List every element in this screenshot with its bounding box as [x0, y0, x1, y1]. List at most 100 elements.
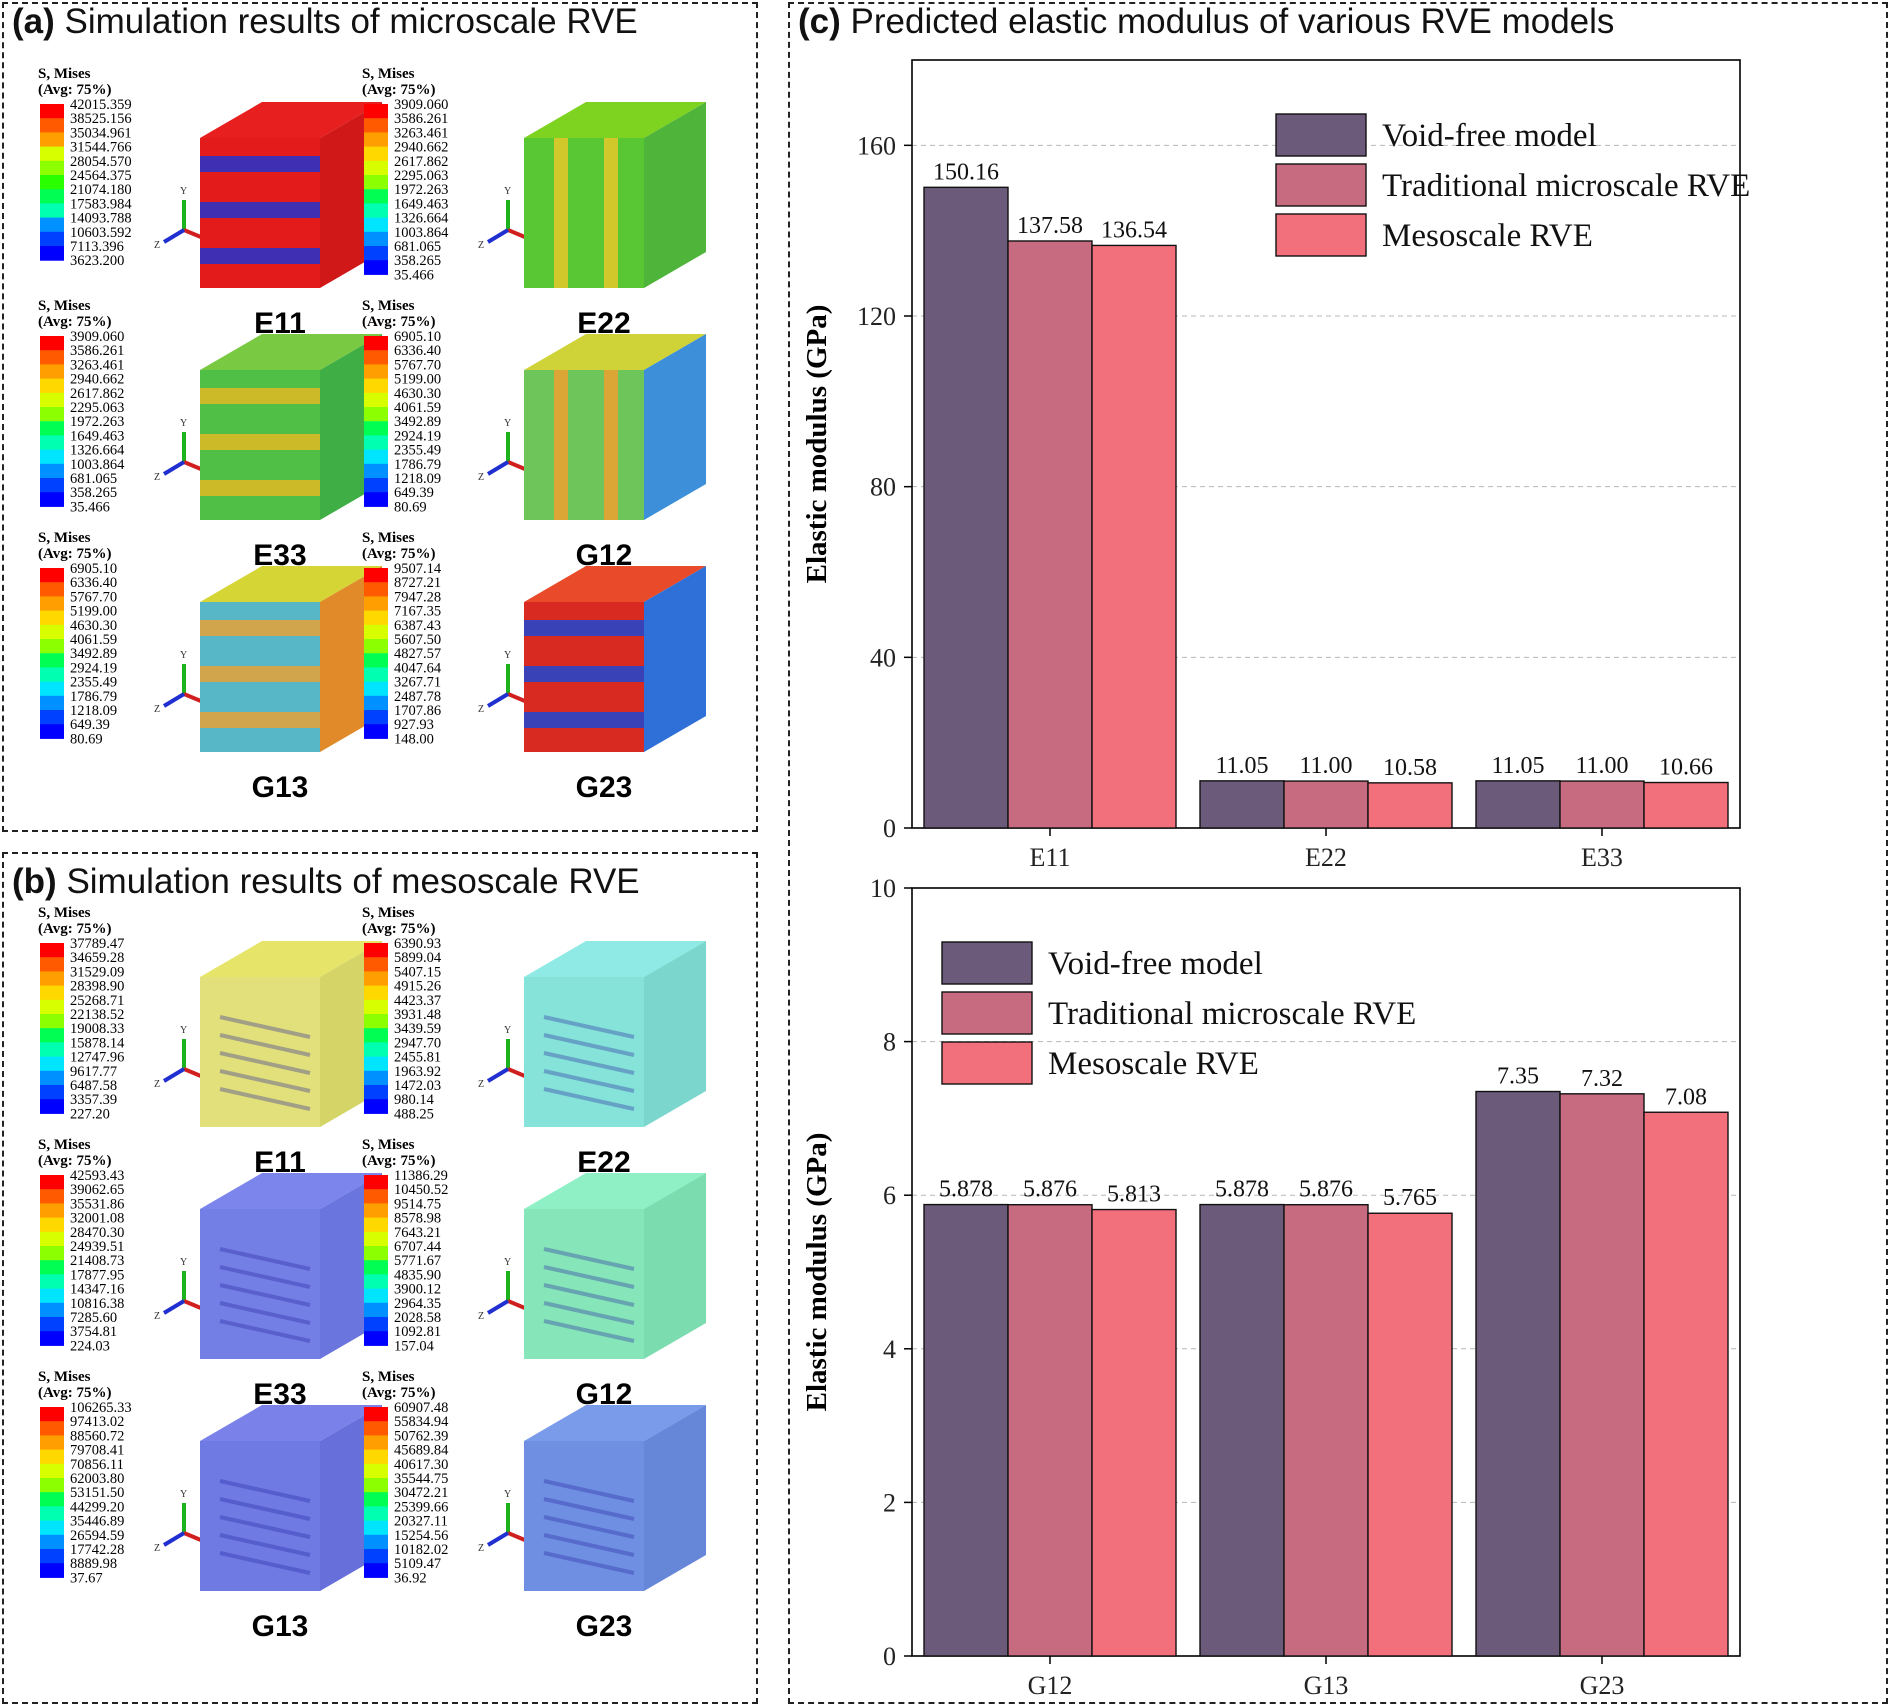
rve-cube-render: [524, 102, 706, 288]
legend-swatch: [364, 1056, 388, 1072]
bar: [1475, 780, 1561, 829]
legend-value: 1963.92: [394, 1064, 441, 1080]
legend-swatch: [364, 1421, 388, 1436]
contour-legend: 60907.4855834.9450762.3945689.8440617.30…: [364, 1400, 449, 1586]
legend-value: 1972.263: [394, 182, 448, 198]
legend-value: 2617.862: [70, 386, 124, 402]
legend-swatch: [364, 421, 388, 436]
legend-swatch: [364, 596, 388, 612]
legend-swatch: [40, 1231, 64, 1247]
legend-value: 106265.33: [70, 1400, 132, 1416]
legend-value: 2295.063: [70, 400, 124, 416]
svg-text:Y: Y: [504, 186, 511, 197]
legend-swatch: [364, 350, 388, 365]
legend-swatch: [40, 1435, 64, 1451]
legend-value: 7113.396: [70, 239, 124, 255]
legend-swatch: [40, 1203, 64, 1219]
meso-cell-g23: S, Mises(Avg: 75%)60907.4855834.9450762.…: [362, 1369, 706, 1643]
legend-swatch: [364, 1563, 388, 1578]
rve-cube-render: [524, 334, 706, 520]
legend-swatch: [40, 364, 64, 380]
legend-swatch: [364, 231, 388, 247]
case-label: G23: [576, 1610, 633, 1643]
legend-swatch: [40, 1520, 64, 1536]
contour-legend: 9507.148727.217947.287167.356387.435607.…: [364, 561, 442, 747]
legend-swatch: [1275, 213, 1367, 257]
legend-title: S, Mises: [362, 66, 415, 82]
svg-text:Z: Z: [478, 1311, 484, 1322]
legend-title: S, Mises: [362, 1369, 415, 1385]
legend-value: 649.39: [70, 717, 110, 733]
y-tick-label: 4: [883, 1335, 896, 1364]
legend-value: 3909.060: [394, 97, 448, 113]
legend-value: 20327.11: [394, 1514, 448, 1530]
legend-swatch: [364, 1175, 388, 1190]
bar-value-label: 7.35: [1497, 1064, 1539, 1090]
legend-swatch: [40, 407, 64, 422]
legend-value: 35034.961: [70, 125, 132, 141]
legend-swatch: [40, 710, 64, 725]
bar: [1283, 780, 1369, 829]
legend-value: 3263.461: [70, 357, 124, 373]
legend-swatch: [364, 1246, 388, 1261]
legend-swatch: [364, 378, 388, 394]
bar-value-label: 5.878: [939, 1177, 993, 1203]
bar-value-label: 137.58: [1017, 213, 1083, 239]
legend-label: Traditional microscale RVE: [1048, 996, 1416, 1032]
legend-value: 1707.86: [394, 703, 441, 719]
panel-a-title-text: Simulation results of microscale RVE: [64, 2, 638, 41]
legend-label: Void-free model: [1382, 118, 1597, 154]
panel-a-title: (a) Simulation results of microscale RVE: [12, 2, 638, 42]
legend-avg: (Avg: 75%): [362, 1385, 435, 1401]
legend-value: 2355.49: [394, 443, 441, 459]
bar-value-label: 136.54: [1101, 217, 1167, 243]
meso-sim-grid: S, Mises(Avg: 75%)37789.4734659.2831529.…: [38, 905, 706, 1643]
legend-value: 3754.81: [70, 1324, 117, 1340]
legend-value: 45689.84: [394, 1443, 449, 1459]
legend-value: 25268.71: [70, 993, 124, 1009]
legend-value: 24939.51: [70, 1239, 124, 1255]
svg-text:Z: Z: [154, 1543, 160, 1554]
rve-cube-render: [200, 1173, 382, 1359]
legend-label: Mesoscale RVE: [1048, 1046, 1259, 1082]
legend-value: 35544.75: [394, 1471, 448, 1487]
legend-swatch: [364, 1028, 388, 1043]
contour-legend: 42015.35938525.15635034.96131544.7662805…: [40, 97, 132, 269]
svg-text:Z: Z: [478, 240, 484, 251]
svg-text:Z: Z: [154, 1079, 160, 1090]
panel-c-title: (c) Predicted elastic modulus of various…: [798, 2, 1614, 42]
legend-swatch: [40, 1302, 64, 1318]
legend-value: 358.265: [70, 485, 117, 501]
legend-swatch: [40, 1449, 64, 1465]
legend-swatch: [40, 463, 64, 479]
legend-value: 2924.19: [70, 660, 117, 676]
legend-swatch: [364, 1099, 388, 1114]
svg-text:Z: Z: [478, 1543, 484, 1554]
contour-legend: 3909.0603586.2613263.4612940.6622617.862…: [364, 97, 449, 283]
legend-swatch: [40, 449, 64, 465]
legend-value: 37789.47: [70, 936, 124, 952]
rve-cube-render: [200, 566, 382, 752]
legend-value: 1003.864: [70, 457, 125, 473]
legend-swatch: [40, 624, 64, 640]
legend-value: 927.93: [394, 717, 434, 733]
panel-b-letter: (b): [12, 862, 57, 901]
legend-swatch: [40, 203, 64, 219]
legend-value: 44299.20: [70, 1499, 124, 1515]
legend-value: 2947.70: [394, 1035, 441, 1051]
legend-swatch: [40, 610, 64, 626]
legend-value: 1786.79: [394, 457, 441, 473]
contour-legend: 3909.0603586.2613263.4612940.6622617.862…: [40, 329, 125, 515]
legend-swatch: [941, 991, 1033, 1035]
legend-swatch: [40, 1217, 64, 1233]
legend-swatch: [40, 999, 64, 1015]
axis-triad-icon: YXZ: [154, 1489, 220, 1554]
legend-value: 10603.592: [70, 225, 132, 241]
micro-cell-g13: S, Mises(Avg: 75%)6905.106336.405767.705…: [38, 530, 382, 804]
legend-value: 2028.58: [394, 1310, 441, 1326]
legend-swatch: [40, 132, 64, 148]
legend-swatch: [40, 724, 64, 739]
legend-swatch: [40, 943, 64, 958]
svg-text:Y: Y: [504, 1489, 511, 1500]
legend-value: 3931.48: [394, 1007, 441, 1023]
